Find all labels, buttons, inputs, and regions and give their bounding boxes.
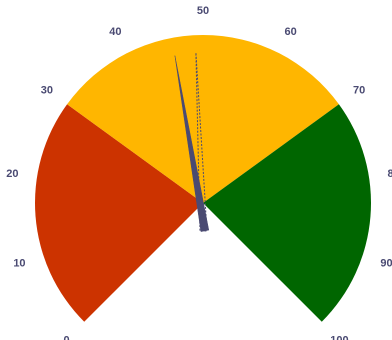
gauge-band-0 [34,104,203,322]
tick-label-50: 50 [197,5,209,17]
tick-label-90: 90 [380,258,392,270]
gauge-band-1 [67,34,339,204]
gauge-tick-labels: 0 10 20 30 40 50 60 70 80 90 100 [6,5,392,340]
tick-label-20: 20 [6,168,18,180]
tick-label-30: 30 [41,85,53,97]
tick-label-40: 40 [109,26,121,38]
gauge-needle [174,55,210,232]
tick-label-0: 0 [63,334,69,340]
gauge-ghost-needle [195,53,208,232]
gauge-bands [34,34,372,322]
tick-label-80: 80 [387,168,392,180]
gauge-band-2 [203,104,372,322]
tick-label-60: 60 [284,26,296,38]
gauge-needles [174,53,210,232]
tick-label-100: 100 [330,334,348,340]
tick-label-10: 10 [13,258,25,270]
tick-label-70: 70 [353,85,365,97]
